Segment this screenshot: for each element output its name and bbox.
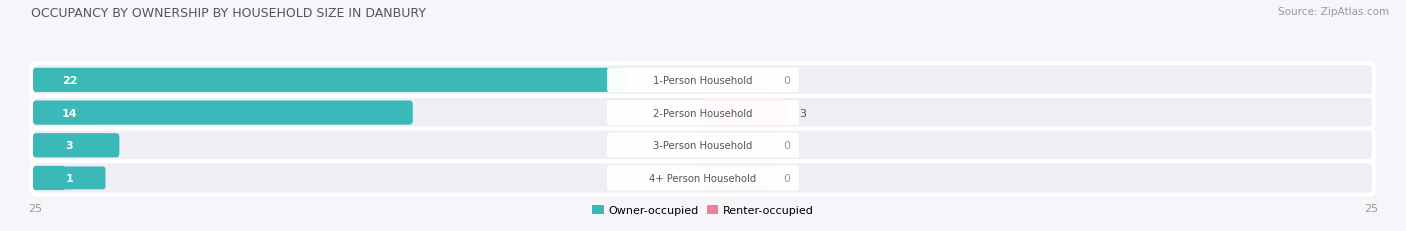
Text: Source: ZipAtlas.com: Source: ZipAtlas.com	[1278, 7, 1389, 17]
Text: 25: 25	[28, 203, 42, 213]
Text: 0: 0	[783, 173, 790, 183]
Text: 4+ Person Household: 4+ Person Household	[650, 173, 756, 183]
FancyBboxPatch shape	[607, 101, 799, 125]
FancyBboxPatch shape	[32, 134, 120, 158]
FancyBboxPatch shape	[32, 162, 1374, 195]
Text: 1: 1	[66, 173, 73, 183]
FancyBboxPatch shape	[32, 166, 66, 190]
Text: 1-Person Household: 1-Person Household	[654, 76, 752, 85]
FancyBboxPatch shape	[700, 166, 773, 190]
Text: 0: 0	[783, 141, 790, 151]
FancyBboxPatch shape	[607, 68, 799, 93]
FancyBboxPatch shape	[700, 101, 786, 125]
FancyBboxPatch shape	[700, 68, 773, 93]
Text: 3: 3	[66, 141, 73, 151]
FancyBboxPatch shape	[32, 129, 1374, 162]
FancyBboxPatch shape	[32, 68, 626, 93]
FancyBboxPatch shape	[32, 64, 1374, 97]
Text: 25: 25	[1364, 203, 1378, 213]
FancyBboxPatch shape	[32, 101, 413, 125]
FancyBboxPatch shape	[34, 134, 105, 157]
FancyBboxPatch shape	[34, 167, 105, 190]
Legend: Owner-occupied, Renter-occupied: Owner-occupied, Renter-occupied	[588, 201, 818, 220]
FancyBboxPatch shape	[607, 133, 799, 158]
FancyBboxPatch shape	[700, 134, 773, 158]
FancyBboxPatch shape	[607, 166, 799, 191]
Text: 2-Person Household: 2-Person Household	[654, 108, 752, 118]
FancyBboxPatch shape	[32, 97, 1374, 130]
Text: 3-Person Household: 3-Person Household	[654, 141, 752, 151]
Text: 14: 14	[62, 108, 77, 118]
Text: 3: 3	[799, 108, 806, 118]
Text: 22: 22	[62, 76, 77, 85]
Text: 0: 0	[783, 76, 790, 85]
Text: OCCUPANCY BY OWNERSHIP BY HOUSEHOLD SIZE IN DANBURY: OCCUPANCY BY OWNERSHIP BY HOUSEHOLD SIZE…	[31, 7, 426, 20]
FancyBboxPatch shape	[34, 102, 105, 125]
FancyBboxPatch shape	[34, 69, 105, 92]
